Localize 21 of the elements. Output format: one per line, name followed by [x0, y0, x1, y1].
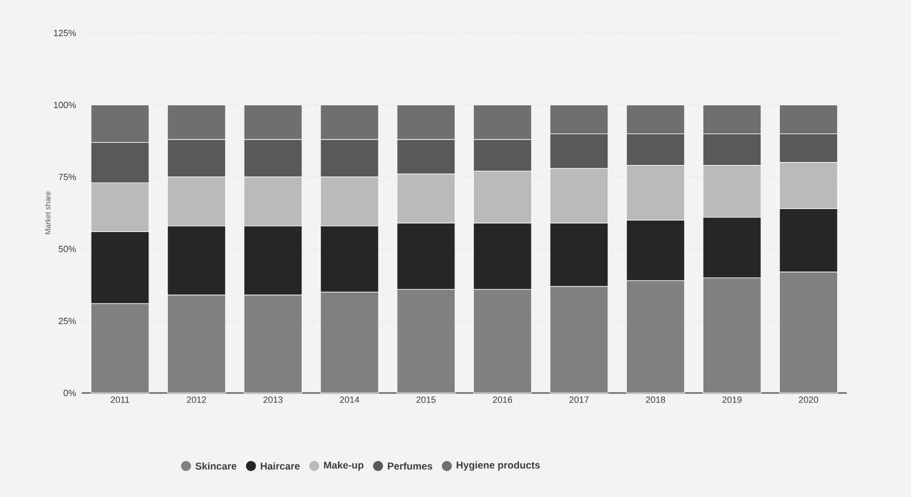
legend-label: Haircare: [260, 462, 300, 470]
x-tick-label: 2015: [416, 396, 436, 403]
y-tick-label: 50%: [58, 246, 76, 252]
y-tick-label: 100%: [54, 102, 76, 108]
legend-label: Perfumes: [388, 462, 432, 470]
x-tick-label: 2019: [722, 396, 742, 403]
legend-label: Make-up: [324, 461, 364, 471]
y-tick-label: 75%: [58, 174, 76, 180]
x-tick-label: 2017: [569, 396, 589, 403]
legend-label: Skincare: [195, 462, 236, 470]
y-tick-label: 125%: [54, 30, 76, 36]
x-tick-label: 2018: [646, 396, 666, 403]
legend-label: Hygiene products: [456, 461, 540, 471]
x-tick-label: 2014: [340, 396, 360, 403]
x-tick-label: 2011: [110, 396, 130, 403]
x-tick-label: 2016: [492, 396, 512, 403]
x-tick-label: 2020: [798, 396, 818, 403]
x-tick-label: 2012: [186, 396, 206, 403]
y-tick-label: 0%: [64, 390, 76, 396]
y-tick-label: 25%: [58, 318, 76, 324]
x-tick-label: 2013: [263, 396, 283, 403]
